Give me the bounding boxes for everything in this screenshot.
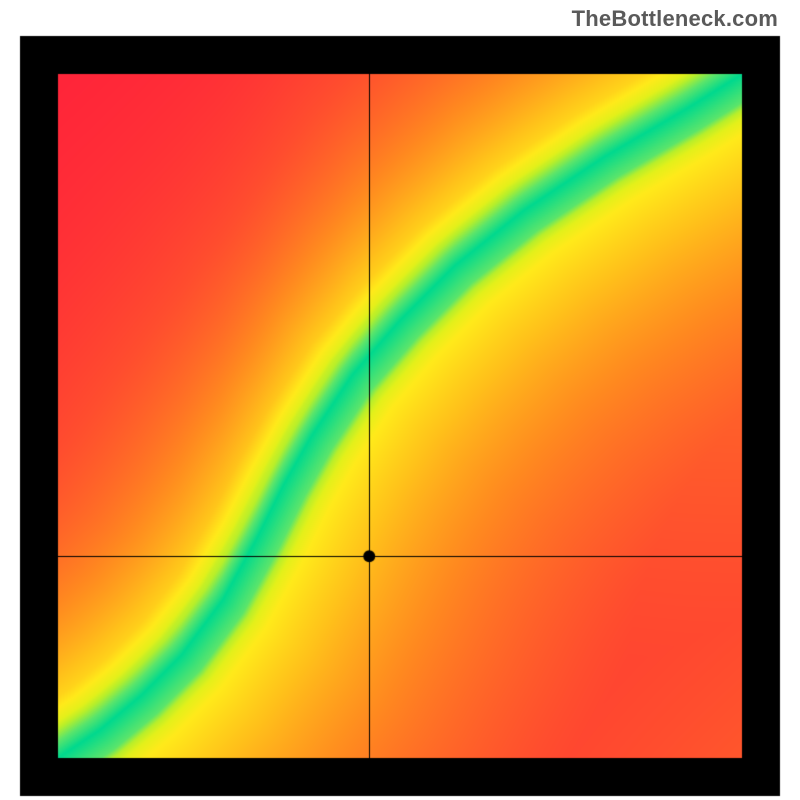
chart-container: TheBottleneck.com [0, 0, 800, 800]
heatmap-canvas [0, 0, 800, 800]
attribution-text: TheBottleneck.com [572, 6, 778, 32]
